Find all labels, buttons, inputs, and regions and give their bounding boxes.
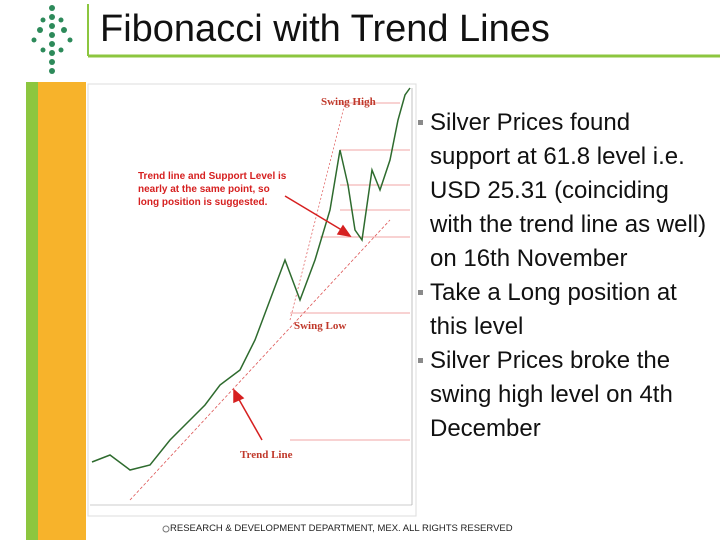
chart-image xyxy=(87,83,417,517)
annotation-swing-low: Swing Low xyxy=(294,320,347,332)
left-bar-orange xyxy=(38,82,86,540)
annotation-note: Trend line and Support Level is nearly a… xyxy=(138,171,287,208)
annotation-trend-line: Trend Line xyxy=(240,449,293,461)
footer: RESEARCH & DEVELOPMENT DEPARTMENT, MEX. … xyxy=(170,523,513,534)
bullet: Take a Long position at this level xyxy=(418,276,708,344)
bullet-list: Silver Prices found support at 61.8 leve… xyxy=(418,106,708,446)
bullet: Silver Prices broke the swing high level… xyxy=(418,344,708,446)
left-bar-green xyxy=(26,82,38,540)
slide-title: Fibonacci with Trend Lines xyxy=(100,8,550,50)
bullet: Silver Prices found support at 61.8 leve… xyxy=(418,106,708,276)
annotation-swing-high: Swing High xyxy=(321,96,376,108)
logo xyxy=(31,5,73,74)
footer-icon xyxy=(162,525,170,533)
